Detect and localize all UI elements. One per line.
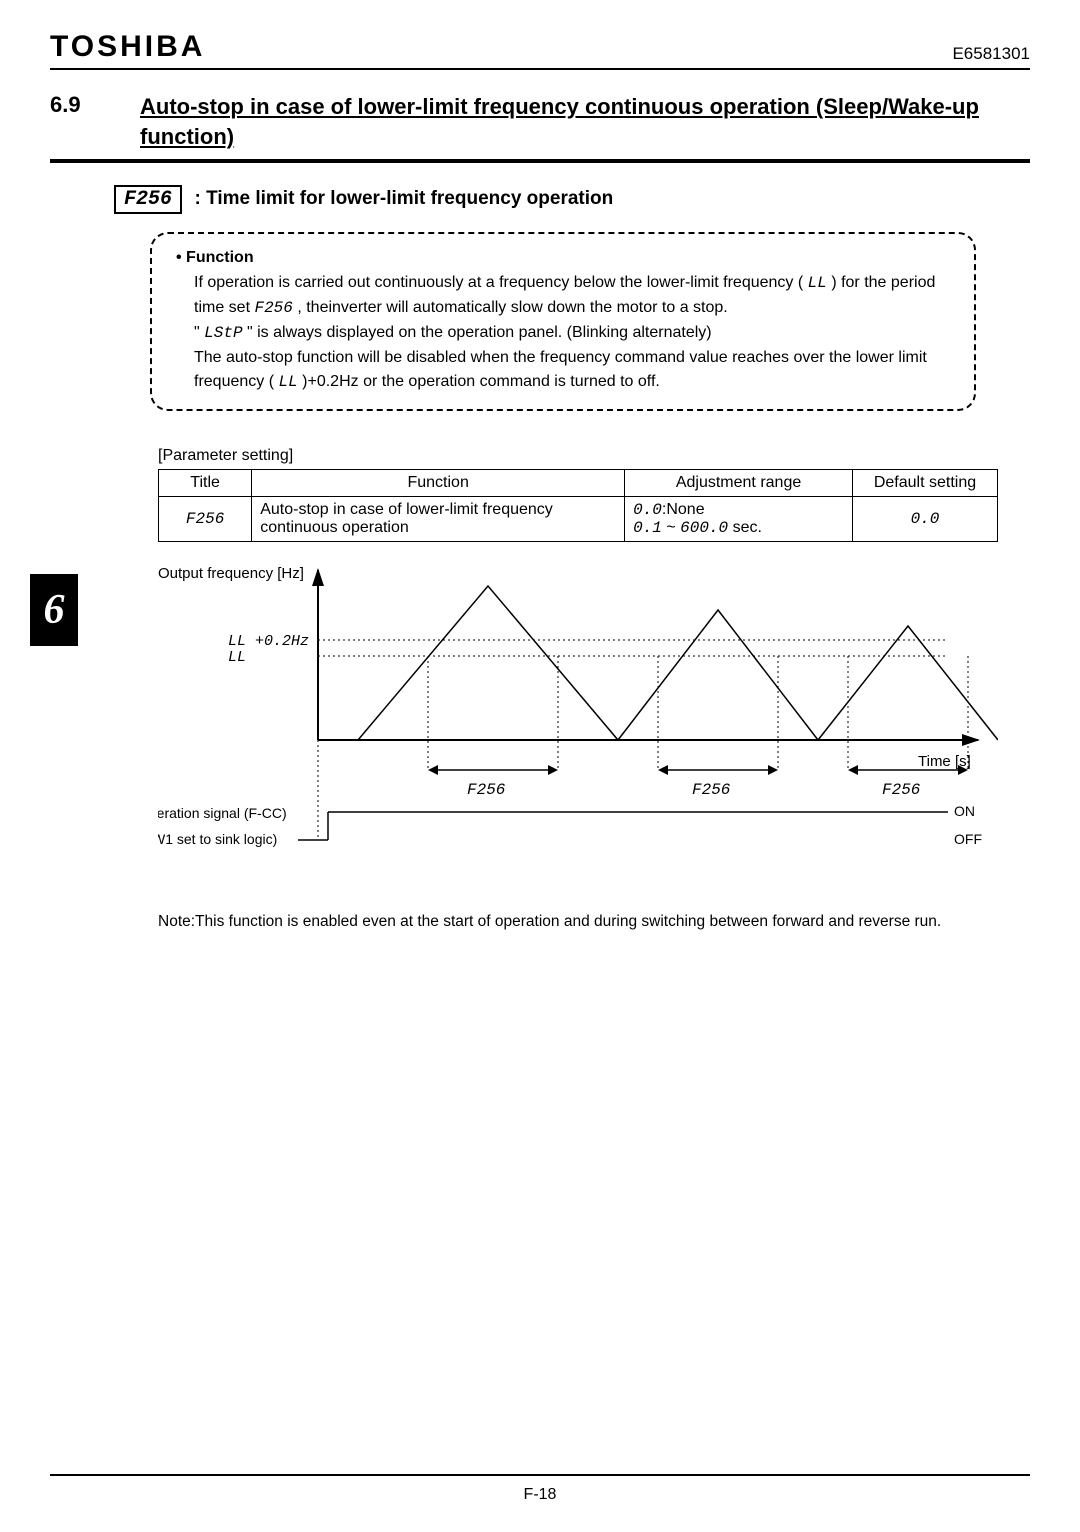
doc-id: E6581301	[952, 44, 1030, 64]
func-text: )+0.2Hz or the operation command is turn…	[302, 373, 660, 390]
svg-text:F256: F256	[882, 781, 921, 799]
func-text: If operation is carried out continuously…	[194, 274, 803, 291]
svg-text:OFF: OFF	[954, 831, 982, 847]
func-text: time set	[194, 299, 254, 316]
range-seg: 0.0	[633, 501, 662, 519]
td-function: Auto-stop in case of lower-limit frequen…	[252, 497, 625, 542]
function-heading: • Function	[176, 246, 956, 271]
section-title: Auto-stop in case of lower-limit frequen…	[140, 92, 1030, 151]
svg-text:Operation signal (F-CC): Operation signal (F-CC)	[158, 805, 287, 821]
func-text: The auto-stop function will be disabled …	[194, 349, 927, 366]
svg-text:F256: F256	[692, 781, 731, 799]
svg-text:F256: F256	[467, 781, 506, 799]
section-number: 6.9	[50, 92, 110, 151]
func-text: " is always displayed on the operation p…	[247, 324, 712, 341]
function-box: • Function If operation is carried out c…	[150, 232, 976, 411]
func-text: , theinverter will automatically slow do…	[297, 299, 727, 316]
svg-text:LL +0.2Hz: LL +0.2Hz	[228, 633, 309, 650]
td-title: F256	[159, 497, 252, 542]
range-seg: 0.1	[633, 519, 662, 537]
th-range: Adjustment range	[625, 470, 853, 497]
range-text: :None	[662, 501, 705, 518]
svg-text:(SW1 set to sink logic): (SW1 set to sink logic)	[158, 831, 277, 847]
note-text: Note:This function is enabled even at th…	[158, 913, 1030, 931]
param-code-box: F256	[114, 185, 182, 214]
ll-code: LL	[279, 373, 298, 391]
param-label: : Time limit for lower-limit frequency o…	[194, 188, 613, 209]
range-text: sec.	[728, 519, 762, 536]
parameter-setting-label: [Parameter setting]	[158, 447, 1030, 465]
chapter-tab: 6	[30, 574, 78, 646]
f256-code: F256	[254, 299, 292, 317]
func-text: frequency (	[194, 373, 274, 390]
td-default: 0.0	[852, 497, 997, 542]
ll-code: LL	[808, 274, 827, 292]
th-function: Function	[252, 470, 625, 497]
td-range: 0.0:None 0.1 ~ 600.0 sec.	[625, 497, 853, 542]
range-seg: 600.0	[680, 519, 728, 537]
range-text: ~	[662, 519, 680, 536]
svg-text:Time [s]: Time [s]	[918, 753, 971, 770]
parameter-table: Title Function Adjustment range Default …	[158, 469, 998, 542]
func-text: ) for the period	[831, 274, 935, 291]
th-default: Default setting	[852, 470, 997, 497]
svg-text:Output frequency [Hz]: Output frequency [Hz]	[158, 565, 304, 582]
svg-text:ON: ON	[954, 803, 975, 819]
lstp-code: LStP	[204, 324, 242, 342]
svg-text:LL: LL	[228, 649, 246, 666]
func-text: "	[194, 324, 200, 341]
th-title: Title	[159, 470, 252, 497]
timing-diagram: Output frequency [Hz] LL +0.2HzLL F256 F256…	[158, 560, 1030, 895]
page-footer: F-18	[0, 1486, 1080, 1504]
brand-logo: TOSHIBA	[50, 30, 205, 64]
